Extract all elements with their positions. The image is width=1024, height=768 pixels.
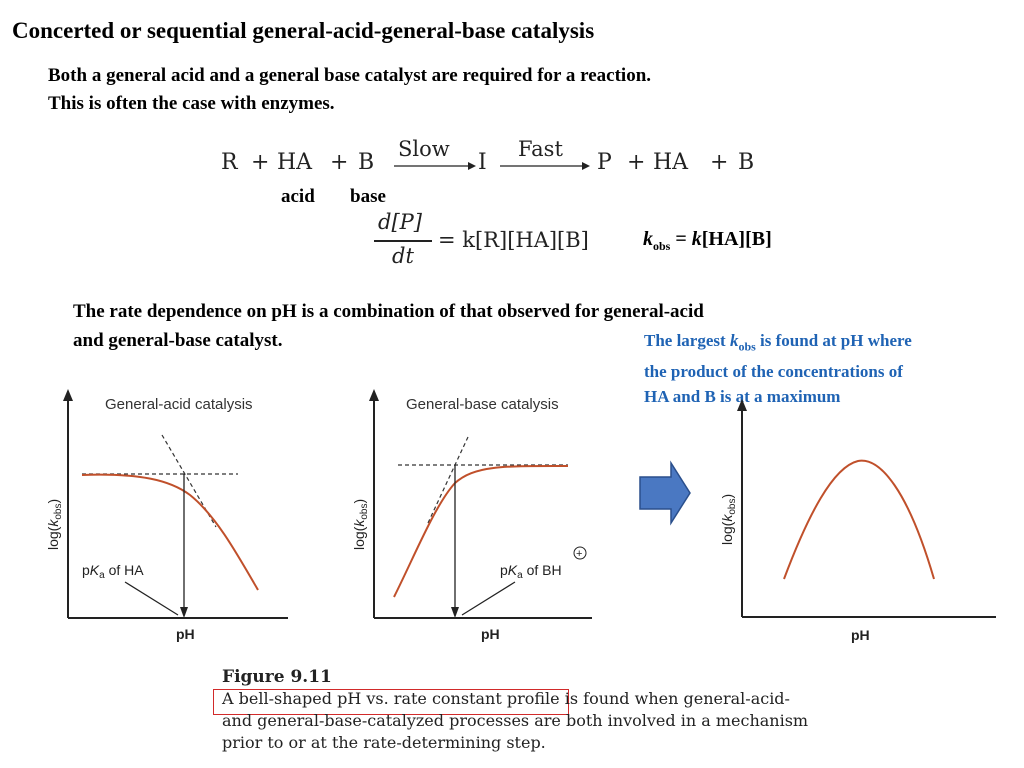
acid-y-axis-label: log(kobs) — [45, 499, 64, 550]
kobs-expression: kobs = k[HA][B] — [643, 228, 772, 254]
intermediate-i: I — [478, 150, 487, 175]
product-ha: HA — [653, 150, 689, 175]
bell-rate-curve — [783, 459, 935, 580]
caption-line-1-rest: is found when general-acid- — [559, 689, 790, 708]
note-post: is found at pH where — [755, 331, 912, 350]
rate-dependence-text: The rate dependence on pH is a combinati… — [73, 297, 704, 355]
acid-x-axis-label: pH — [176, 626, 195, 642]
pka-pointer-line — [124, 581, 179, 616]
pka-drop-arrowhead — [451, 607, 459, 618]
figure-number: Figure 9.11 — [222, 667, 332, 687]
slope-asymptote — [427, 436, 469, 524]
base-label: base — [350, 186, 386, 207]
kobs-subscript: obs — [653, 239, 671, 253]
kobs-k: k — [643, 228, 653, 250]
pka-bh-label: pKa of BH — [500, 562, 562, 581]
rate-text-line-2: and general-base catalyst. — [73, 330, 283, 351]
fast-step-label: Fast — [518, 137, 563, 161]
note-line-2: the product of the concentrations of — [644, 362, 903, 382]
note-k: k — [729, 331, 739, 350]
positive-charge-symbol: + — [576, 548, 582, 560]
product-p: P — [597, 150, 612, 175]
acid-label: acid — [281, 186, 315, 207]
intro-line-2: This is often the case with enzymes. — [48, 93, 335, 114]
rate-denominator: dt — [392, 244, 414, 268]
caption-highlight-box — [213, 689, 569, 715]
kobs-k2: k — [691, 228, 702, 250]
right-arrow-icon — [639, 460, 691, 526]
base-graph-title: General-base catalysis — [406, 396, 559, 413]
slow-step-label: Slow — [398, 137, 450, 161]
positive-charge-icon — [573, 546, 587, 560]
slow-arrow — [394, 162, 476, 170]
acid-rate-curve — [81, 473, 259, 591]
pka-ha-label: pKa of HA — [82, 562, 144, 581]
plus-sign: + — [330, 150, 349, 175]
general-acid-graph: General-acid catalysis log(kobs) pH pKa … — [45, 389, 288, 642]
product-b: B — [738, 150, 755, 175]
maximum-note: The largest kobs is found at pH where th… — [644, 328, 912, 409]
plus-sign: + — [627, 150, 646, 175]
pka-drop-arrowhead — [180, 607, 188, 618]
intro-line-1: Both a general acid and a general base c… — [48, 65, 652, 86]
caption-line-1: A bell-shaped pH vs. rate constant profi… — [222, 688, 808, 710]
acid-graph-title: General-acid catalysis — [105, 396, 253, 413]
note-pre: The largest — [644, 331, 730, 350]
caption-line-2: and general-base-catalyzed processes are… — [222, 711, 809, 730]
fast-arrow — [500, 162, 590, 170]
y-axis-arrowhead — [737, 399, 747, 411]
reactant-ha: HA — [277, 150, 313, 175]
base-x-axis-label: pH — [481, 626, 500, 642]
plus-sign: + — [251, 150, 270, 175]
bell-x-axis-label: pH — [851, 627, 870, 643]
page-title: Concerted or sequential general-acid-gen… — [12, 18, 595, 43]
reaction-arrows — [394, 162, 590, 170]
kobs-equals: = — [670, 228, 692, 250]
rate-text-line-1: The rate dependence on pH is a combinati… — [73, 301, 704, 322]
figure-caption: Figure 9.11 A bell-shaped pH vs. rate co… — [222, 666, 808, 754]
rate-numerator: d[P] — [378, 210, 422, 234]
pka-pointer-line — [461, 581, 516, 616]
y-axis-arrowhead — [369, 389, 379, 401]
intro-text: Both a general acid and a general base c… — [48, 62, 651, 118]
base-y-axis-label: log(kobs) — [351, 499, 370, 550]
general-base-graph: General-base catalysis log(kobs) pH pKa … — [351, 389, 592, 642]
y-axis-arrowhead — [63, 389, 73, 401]
reactant-b: B — [358, 150, 375, 175]
note-line-1: The largest kobs is found at pH where — [644, 328, 912, 359]
slope-asymptote — [161, 434, 217, 528]
bell-y-axis-label: log(kobs) — [719, 494, 738, 545]
kobs-rest: [HA][B] — [701, 228, 772, 250]
note-line-3: HA and B is at a maximum — [644, 387, 841, 407]
caption-line-3: prior to or at the rate-determining step… — [222, 733, 546, 752]
note-sub: obs — [738, 339, 756, 354]
caption-boxed-text: A bell-shaped pH vs. rate constant profi… — [222, 689, 560, 708]
bell-curve-graph: log(kobs) pH — [719, 399, 996, 643]
reactant-r: R — [221, 150, 238, 175]
rate-expression: = k[R][HA][B] — [438, 228, 589, 252]
fraction-bar — [374, 240, 432, 242]
plus-sign: + — [710, 150, 729, 175]
